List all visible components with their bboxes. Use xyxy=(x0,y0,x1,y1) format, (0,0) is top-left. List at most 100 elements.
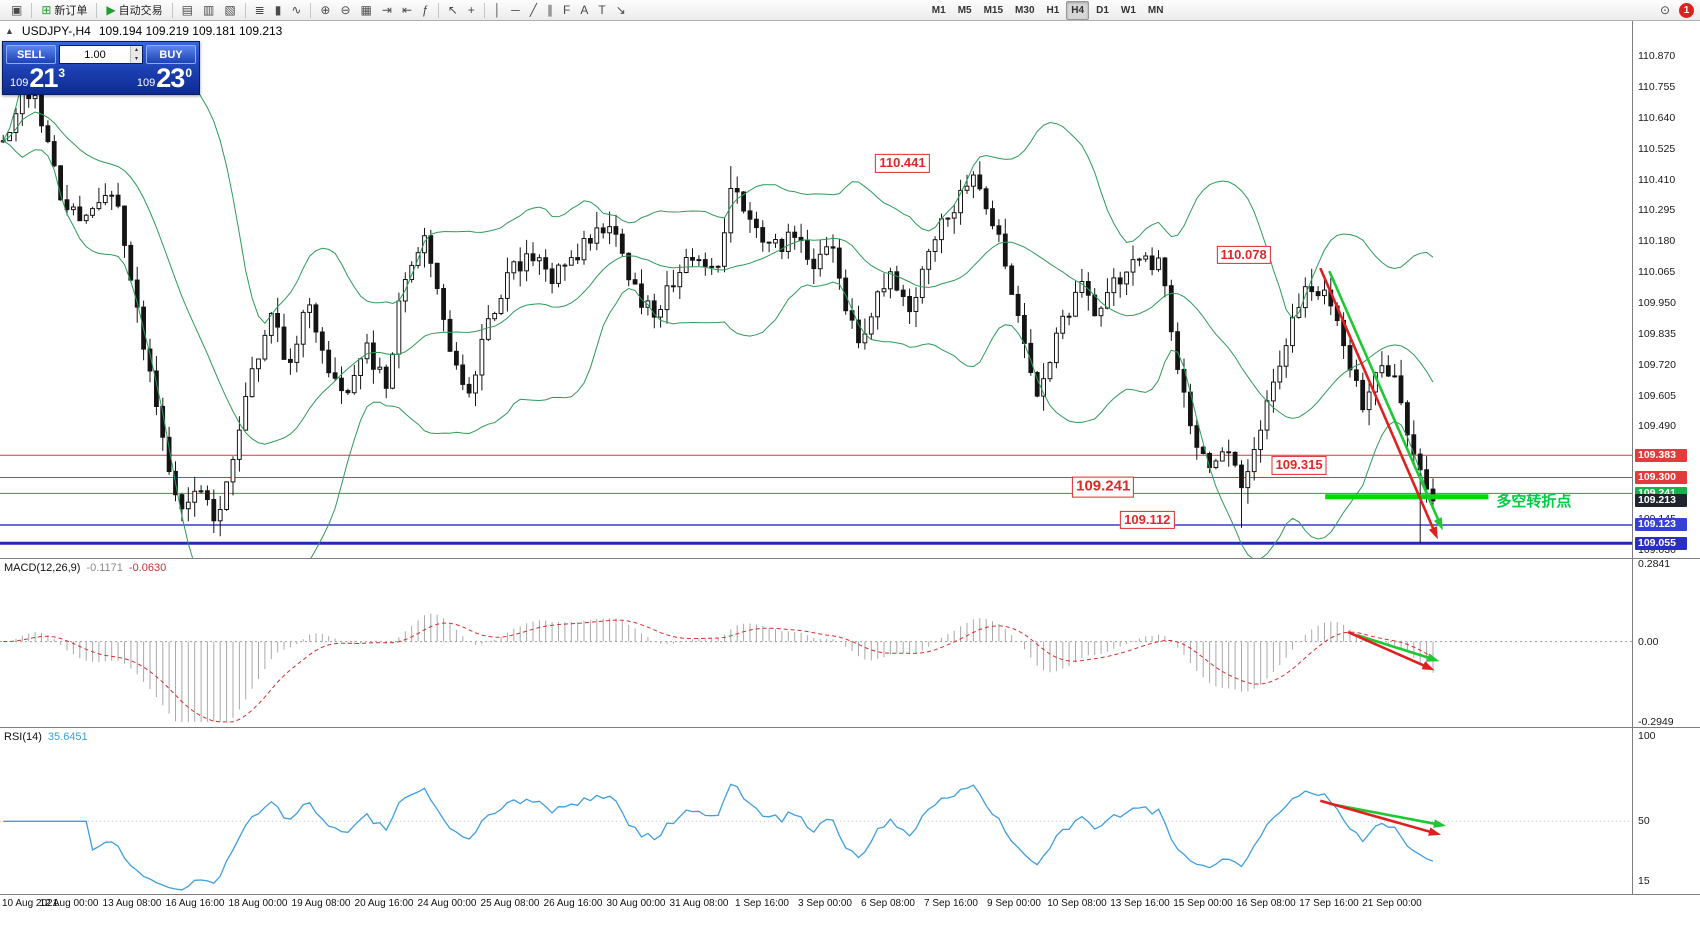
bar-chart-icon[interactable]: ≣ xyxy=(254,3,265,17)
time-label: 31 Aug 08:00 xyxy=(669,898,729,909)
timeframe-m1[interactable]: M1 xyxy=(931,4,946,16)
text-label-icon[interactable]: T xyxy=(598,3,606,17)
indicators-icon[interactable]: ƒ xyxy=(422,3,429,17)
zoom-in-icon[interactable]: ⊕ xyxy=(320,3,331,17)
timeframe-d1[interactable]: D1 xyxy=(1096,4,1109,16)
rsi-pane[interactable] xyxy=(0,729,1632,893)
chart-shift-icon[interactable]: ⇤ xyxy=(401,3,412,17)
vertical-line-icon[interactable]: │ xyxy=(493,3,502,17)
time-axis: 10 Aug 2021 12 Aug 00:00 13 Aug 08:00 16 Au… xyxy=(0,895,1632,917)
time-label: 24 Aug 00:00 xyxy=(417,898,477,909)
lot-increase-button[interactable]: ▴ xyxy=(131,46,142,55)
price-tick: 110.870 xyxy=(1638,50,1676,63)
tile-windows-icon[interactable]: ▦ xyxy=(360,3,372,17)
new-chart-icon[interactable]: ▣ xyxy=(11,3,23,17)
sell-price[interactable]: 109 21 3 xyxy=(10,65,65,92)
timeframe-m5[interactable]: M5 xyxy=(957,4,972,16)
text-icon[interactable]: A xyxy=(580,3,589,17)
zoom-out-icon[interactable]: ⊖ xyxy=(340,3,351,17)
rsi-indicator-label: RSI(14) 35.6451 xyxy=(4,731,88,743)
time-label: 9 Sep 00:00 xyxy=(987,898,1041,909)
candlestick-chart-icon[interactable]: ▮ xyxy=(274,3,282,17)
chart-icon: ▲ xyxy=(5,26,14,36)
time-label: 25 Aug 08:00 xyxy=(480,898,540,909)
time-label: 26 Aug 16:00 xyxy=(543,898,603,909)
axis-separator xyxy=(1632,21,1633,894)
timeframe-h1[interactable]: H1 xyxy=(1046,4,1060,16)
rsi-tick: 100 xyxy=(1638,729,1656,742)
profiles-icon[interactable]: ▤ xyxy=(181,3,193,17)
macd-pane[interactable] xyxy=(0,560,1632,726)
trendline-icon[interactable]: ╱ xyxy=(529,3,538,17)
rsi-tick: 50 xyxy=(1638,815,1650,828)
buy-price[interactable]: 109 23 0 xyxy=(137,65,192,92)
macd-tick: 0.00 xyxy=(1638,635,1659,648)
notification-badge[interactable]: 1 xyxy=(1679,2,1694,18)
macd-signal-line xyxy=(3,619,1434,723)
lot-size-field: ▴ ▾ xyxy=(59,45,143,64)
time-label: 18 Aug 00:00 xyxy=(228,898,288,909)
pane-separator xyxy=(0,558,1700,559)
timeframe-m15[interactable]: M15 xyxy=(983,4,1004,16)
price-tick: 110.410 xyxy=(1638,173,1676,186)
time-label: 7 Sep 16:00 xyxy=(924,898,978,909)
price-tick: 110.065 xyxy=(1638,266,1676,279)
line-chart-icon[interactable]: ∿ xyxy=(291,3,302,17)
price-badge: 109.383 xyxy=(1635,448,1687,462)
price-tick: 109.835 xyxy=(1638,327,1676,340)
search-icon[interactable]: ⊙ xyxy=(1656,1,1674,20)
macd-histogram xyxy=(9,613,1434,722)
macd-tick: -0.2949 xyxy=(1638,715,1674,728)
timeframe-w1[interactable]: W1 xyxy=(1120,4,1136,16)
rsi-name: RSI(14) xyxy=(4,731,42,743)
data-window-icon[interactable]: ▥ xyxy=(202,3,215,17)
lot-size-input[interactable] xyxy=(60,46,130,63)
time-label: 16 Sep 08:00 xyxy=(1236,898,1296,909)
pane-separator xyxy=(0,727,1700,728)
price-badge: 109.055 xyxy=(1635,536,1687,550)
time-label: 3 Sep 00:00 xyxy=(798,898,852,909)
timeframe-h4[interactable]: H4 xyxy=(1066,0,1090,20)
crosshair-icon[interactable]: + xyxy=(467,3,475,17)
bollinger-upper-line xyxy=(2,59,1434,324)
fibonacci-icon[interactable]: F xyxy=(563,3,571,17)
lot-spinner: ▴ ▾ xyxy=(130,46,142,63)
buy-button[interactable]: BUY xyxy=(146,45,196,64)
toolbar-separator xyxy=(96,2,98,18)
sell-button[interactable]: SELL xyxy=(6,45,56,64)
time-label: 15 Sep 00:00 xyxy=(1173,898,1233,909)
lot-decrease-button[interactable]: ▾ xyxy=(131,54,142,63)
price-badge: 109.300 xyxy=(1635,470,1687,484)
cursor-icon[interactable]: ↖ xyxy=(447,3,458,17)
toolbar-separator xyxy=(437,2,439,18)
pane-separator xyxy=(0,894,1700,895)
auto-scroll-icon[interactable]: ⇥ xyxy=(381,3,392,17)
sell-price-big: 21 xyxy=(29,63,58,93)
sell-price-prefix: 109 xyxy=(10,77,29,89)
new-order-button[interactable]: ⊞ 新订单 xyxy=(41,3,88,17)
buy-price-prefix: 109 xyxy=(136,77,156,89)
toolbar-separator xyxy=(31,2,33,18)
time-label: 21 Sep 00:00 xyxy=(1362,898,1422,909)
rsi-tick: 15 xyxy=(1638,875,1650,888)
arrows-tool-icon[interactable]: ↘ xyxy=(615,3,626,17)
rsi-line xyxy=(3,783,1434,891)
price-axis: 110.870 110.755 110.640 110.525 110.410 110.2… xyxy=(1635,40,1699,560)
horizontal-line-icon[interactable]: ─ xyxy=(511,3,520,17)
bollinger-middle-line xyxy=(2,111,1434,445)
toolbar-separator xyxy=(244,2,246,18)
time-label: 30 Aug 00:00 xyxy=(606,898,666,909)
timeframe-m30[interactable]: M30 xyxy=(1015,4,1035,16)
channel-icon[interactable]: ∥ xyxy=(547,3,554,17)
autotrading-button[interactable]: ▶ 自动交易 xyxy=(106,3,163,17)
price-tick: 110.180 xyxy=(1638,235,1676,248)
toolbar-separator xyxy=(483,2,485,18)
price-chart[interactable] xyxy=(0,40,1632,558)
time-label: 19 Aug 08:00 xyxy=(291,898,351,909)
sell-price-sup: 3 xyxy=(58,66,66,80)
price-badge: 109.213 xyxy=(1635,494,1687,508)
timeframe-mn[interactable]: MN xyxy=(1147,4,1164,16)
ohlc-values: 109.194 109.219 109.181 109.213 xyxy=(98,24,283,38)
navigator-icon[interactable]: ▧ xyxy=(224,3,236,17)
